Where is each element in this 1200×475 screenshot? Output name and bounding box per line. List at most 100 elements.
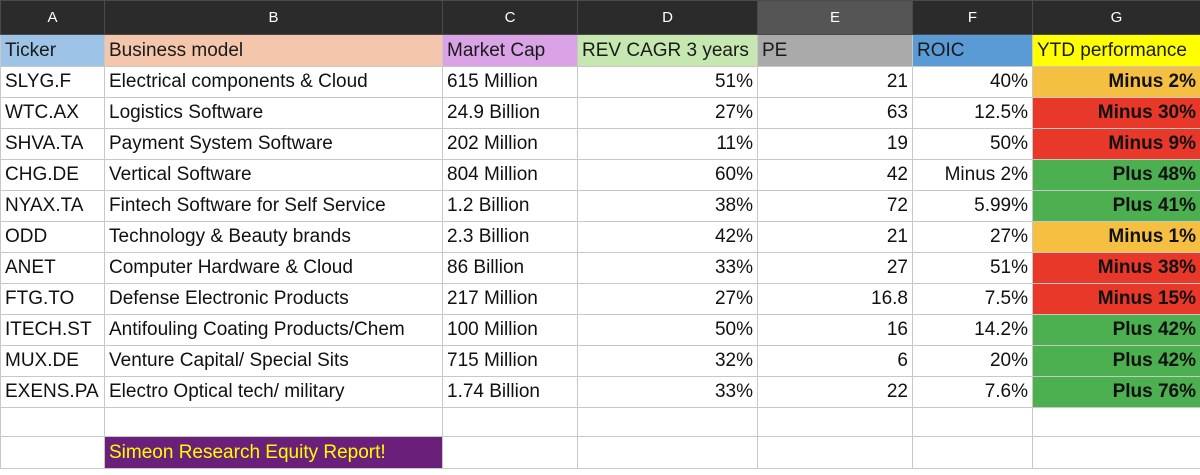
cell-cagr[interactable]: 33% [577,376,758,408]
cell-pe[interactable]: 6 [757,345,913,377]
cell-pe[interactable]: 63 [757,97,913,129]
cell-ticker[interactable]: MUX.DE [0,345,105,377]
cell-cap[interactable]: 24.9 Billion [442,97,578,129]
cell-cap[interactable]: 86 Billion [442,252,578,284]
cell-pe[interactable]: 22 [757,376,913,408]
cell-cagr[interactable]: 27% [577,283,758,315]
cell-ytd[interactable]: Minus 1% [1032,221,1200,253]
empty-cell[interactable] [104,407,443,437]
empty-cell[interactable] [912,436,1033,469]
cell-ytd[interactable]: Plus 42% [1032,345,1200,377]
cell-ytd[interactable]: Minus 15% [1032,283,1200,315]
cell-roic[interactable]: 12.5% [912,97,1033,129]
cell-roic[interactable]: 40% [912,66,1033,98]
cell-ytd[interactable]: Minus 38% [1032,252,1200,284]
empty-cell[interactable] [1032,436,1200,469]
cell-pe[interactable]: 16.8 [757,283,913,315]
header-cell[interactable]: PE [757,34,913,67]
cell-cap[interactable]: 217 Million [442,283,578,315]
cell-model[interactable]: Venture Capital/ Special Sits [104,345,443,377]
cell-pe[interactable]: 42 [757,159,913,191]
cell-roic[interactable]: 51% [912,252,1033,284]
cell-cagr[interactable]: 60% [577,159,758,191]
cell-ticker[interactable]: ITECH.ST [0,314,105,346]
empty-cell[interactable] [0,436,105,469]
cell-cagr[interactable]: 32% [577,345,758,377]
cell-model[interactable]: Electrical components & Cloud [104,66,443,98]
cell-ytd[interactable]: Plus 48% [1032,159,1200,191]
cell-roic[interactable]: 14.2% [912,314,1033,346]
column-letter-G[interactable]: G [1032,0,1200,35]
cell-roic[interactable]: 27% [912,221,1033,253]
header-cell[interactable]: ROIC [912,34,1033,67]
cell-cagr[interactable]: 50% [577,314,758,346]
cell-ytd[interactable]: Plus 42% [1032,314,1200,346]
header-cell[interactable]: YTD performance [1032,34,1200,67]
cell-roic[interactable]: Minus 2% [912,159,1033,191]
column-letter-D[interactable]: D [577,0,758,35]
cell-model[interactable]: Defense Electronic Products [104,283,443,315]
cell-pe[interactable]: 21 [757,66,913,98]
cell-model[interactable]: Electro Optical tech/ military [104,376,443,408]
cell-roic[interactable]: 7.6% [912,376,1033,408]
empty-cell[interactable] [577,407,758,437]
cell-ytd[interactable]: Plus 76% [1032,376,1200,408]
cell-cap[interactable]: 615 Million [442,66,578,98]
cell-model[interactable]: Technology & Beauty brands [104,221,443,253]
header-cell[interactable]: Ticker [0,34,105,67]
footer-label-cell[interactable]: Simeon Research Equity Report! [104,436,443,469]
empty-cell[interactable] [912,407,1033,437]
empty-cell[interactable] [1032,407,1200,437]
column-letter-E[interactable]: E [757,0,913,35]
cell-cap[interactable]: 804 Million [442,159,578,191]
cell-cagr[interactable]: 11% [577,128,758,160]
cell-model[interactable]: Antifouling Coating Products/Chem [104,314,443,346]
cell-ytd[interactable]: Minus 9% [1032,128,1200,160]
cell-ticker[interactable]: SLYG.F [0,66,105,98]
cell-ytd[interactable]: Minus 2% [1032,66,1200,98]
cell-cap[interactable]: 1.2 Billion [442,190,578,222]
cell-roic[interactable]: 50% [912,128,1033,160]
cell-roic[interactable]: 5.99% [912,190,1033,222]
cell-ticker[interactable]: FTG.TO [0,283,105,315]
cell-cagr[interactable]: 27% [577,97,758,129]
cell-model[interactable]: Fintech Software for Self Service [104,190,443,222]
cell-model[interactable]: Vertical Software [104,159,443,191]
cell-ticker[interactable]: NYAX.TA [0,190,105,222]
cell-model[interactable]: Computer Hardware & Cloud [104,252,443,284]
cell-pe[interactable]: 27 [757,252,913,284]
cell-roic[interactable]: 7.5% [912,283,1033,315]
empty-cell[interactable] [0,407,105,437]
column-letter-A[interactable]: A [0,0,105,35]
cell-pe[interactable]: 19 [757,128,913,160]
column-letter-B[interactable]: B [104,0,443,35]
empty-cell[interactable] [577,436,758,469]
empty-cell[interactable] [757,436,913,469]
cell-cagr[interactable]: 42% [577,221,758,253]
header-cell[interactable]: REV CAGR 3 years [577,34,758,67]
column-letter-C[interactable]: C [442,0,578,35]
column-letter-F[interactable]: F [912,0,1033,35]
cell-model[interactable]: Logistics Software [104,97,443,129]
cell-cap[interactable]: 202 Million [442,128,578,160]
cell-cap[interactable]: 100 Million [442,314,578,346]
header-cell[interactable]: Business model [104,34,443,67]
cell-pe[interactable]: 72 [757,190,913,222]
cell-cap[interactable]: 1.74 Billion [442,376,578,408]
cell-ytd[interactable]: Plus 41% [1032,190,1200,222]
cell-cagr[interactable]: 51% [577,66,758,98]
cell-pe[interactable]: 21 [757,221,913,253]
cell-roic[interactable]: 20% [912,345,1033,377]
cell-pe[interactable]: 16 [757,314,913,346]
cell-ticker[interactable]: CHG.DE [0,159,105,191]
cell-cagr[interactable]: 33% [577,252,758,284]
cell-cap[interactable]: 2.3 Billion [442,221,578,253]
cell-ticker[interactable]: SHVA.TA [0,128,105,160]
empty-cell[interactable] [442,436,578,469]
cell-ytd[interactable]: Minus 30% [1032,97,1200,129]
cell-ticker[interactable]: ANET [0,252,105,284]
header-cell[interactable]: Market Cap [442,34,578,67]
cell-cap[interactable]: 715 Million [442,345,578,377]
cell-ticker[interactable]: WTC.AX [0,97,105,129]
cell-cagr[interactable]: 38% [577,190,758,222]
